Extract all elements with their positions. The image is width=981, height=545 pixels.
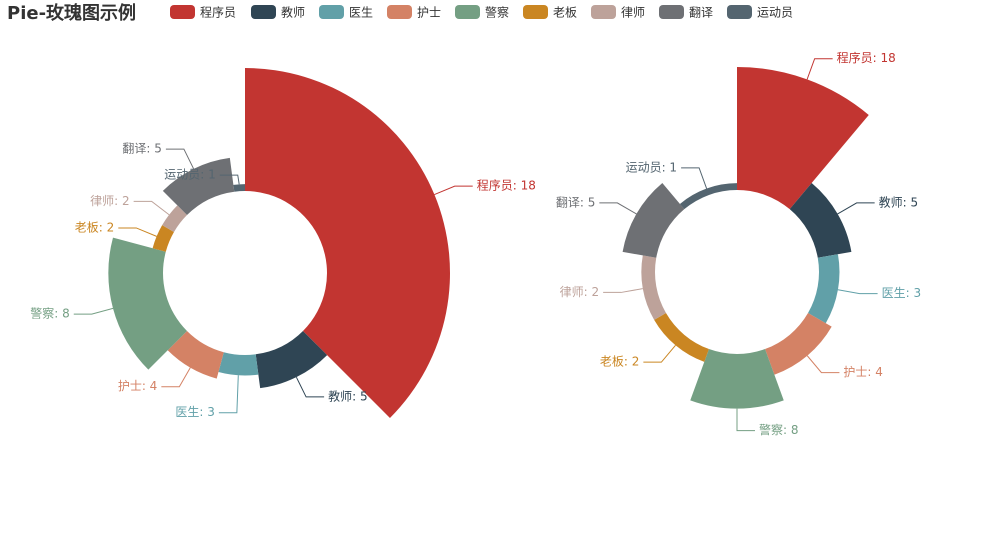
label-line bbox=[806, 58, 833, 80]
legend-label[interactable]: 翻译 bbox=[689, 6, 713, 20]
rose-sector bbox=[152, 225, 174, 252]
rose-sector bbox=[808, 254, 840, 324]
data-label: 护士: 4 bbox=[118, 379, 158, 393]
legend-swatch[interactable] bbox=[170, 5, 195, 19]
legend-label[interactable]: 律师 bbox=[621, 6, 645, 20]
label-line bbox=[218, 375, 239, 414]
rose-sector bbox=[162, 205, 188, 232]
label-line bbox=[599, 202, 637, 215]
rose-sector bbox=[641, 255, 666, 320]
legend-label[interactable]: 警察 bbox=[485, 5, 509, 20]
legend-swatch[interactable] bbox=[591, 5, 616, 19]
data-label: 律师: 2 bbox=[560, 285, 600, 299]
label-line bbox=[161, 367, 191, 388]
legend-label[interactable]: 老板 bbox=[553, 6, 577, 20]
rose-sector bbox=[162, 157, 235, 216]
data-label: 老板: 2 bbox=[600, 355, 640, 369]
legend-label[interactable]: 医生 bbox=[349, 6, 373, 20]
label-line bbox=[837, 289, 878, 295]
legend-swatch[interactable] bbox=[455, 5, 480, 19]
data-label: 运动员: 1 bbox=[164, 168, 216, 182]
data-label: 教师: 5 bbox=[328, 388, 368, 403]
data-label: 程序员: 18 bbox=[477, 178, 536, 193]
data-label: 教师: 5 bbox=[879, 194, 919, 209]
rose-sector bbox=[218, 352, 259, 376]
label-line bbox=[295, 376, 325, 398]
chart-title: Pie-玫瑰图示例 bbox=[7, 2, 136, 24]
legend-swatch[interactable] bbox=[251, 5, 276, 19]
legend-label[interactable]: 运动员 bbox=[757, 6, 793, 20]
label-line bbox=[806, 355, 840, 374]
rose-sector bbox=[108, 237, 188, 370]
rose-sector bbox=[690, 349, 784, 409]
rose-sector bbox=[765, 313, 832, 375]
rose-sector bbox=[737, 67, 869, 210]
label-line bbox=[219, 174, 240, 185]
data-label: 护士: 4 bbox=[843, 365, 883, 379]
label-line bbox=[434, 185, 473, 196]
data-label: 运动员: 1 bbox=[626, 160, 678, 174]
label-line bbox=[118, 227, 157, 237]
data-label: 警察: 8 bbox=[30, 306, 70, 321]
data-label: 翻译: 5 bbox=[122, 142, 162, 156]
data-label: 程序员: 18 bbox=[837, 50, 896, 65]
legend-swatch[interactable] bbox=[659, 5, 684, 19]
rose-sector bbox=[654, 313, 709, 362]
label-line bbox=[73, 307, 114, 315]
legend-swatch[interactable] bbox=[319, 5, 344, 19]
rose-sector bbox=[233, 184, 245, 192]
label-line bbox=[603, 288, 643, 293]
label-line bbox=[681, 167, 708, 189]
label-line bbox=[165, 148, 195, 170]
label-line bbox=[643, 344, 676, 363]
legend-swatch[interactable] bbox=[387, 5, 412, 19]
data-label: 翻译: 5 bbox=[556, 195, 596, 209]
legend-swatch[interactable] bbox=[727, 5, 752, 19]
data-label: 医生: 3 bbox=[882, 286, 922, 300]
label-line bbox=[736, 408, 755, 432]
data-label: 医生: 3 bbox=[175, 405, 215, 419]
rose-sector bbox=[245, 68, 450, 418]
legend-label[interactable]: 护士 bbox=[417, 6, 441, 20]
legend-label[interactable]: 教师 bbox=[281, 5, 305, 20]
rose-sector bbox=[167, 330, 224, 379]
label-line bbox=[837, 202, 875, 215]
data-label: 老板: 2 bbox=[75, 220, 115, 234]
label-line bbox=[133, 200, 170, 216]
rose-sector bbox=[255, 330, 328, 389]
data-label: 警察: 8 bbox=[759, 422, 799, 437]
legend-swatch[interactable] bbox=[523, 5, 548, 19]
rose-sector bbox=[789, 183, 852, 258]
data-label: 律师: 2 bbox=[90, 194, 130, 208]
legend-label[interactable]: 程序员 bbox=[200, 5, 236, 20]
rose-sector bbox=[679, 183, 737, 210]
rose-sector bbox=[622, 183, 685, 258]
